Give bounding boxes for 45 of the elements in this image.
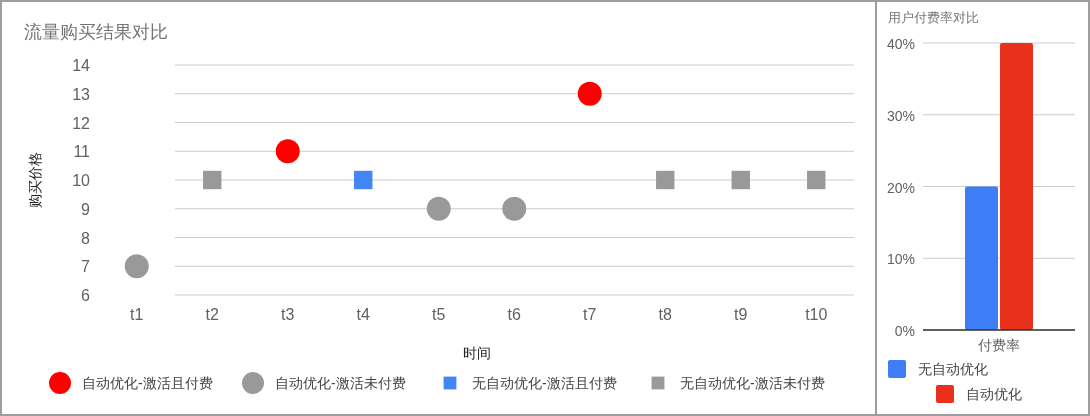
legend-label: 自动优化 xyxy=(966,386,1022,402)
x-tick-label: t9 xyxy=(734,306,748,323)
y-tick-label: 0% xyxy=(894,323,915,339)
chart-title: 用户付费率对比 xyxy=(888,10,979,25)
point xyxy=(275,139,300,164)
x-tick-label: t5 xyxy=(432,306,446,323)
y-tick-label: 12 xyxy=(72,114,91,132)
y-tick-label: 14 xyxy=(72,57,91,74)
x-tick-label: t8 xyxy=(658,306,673,323)
point xyxy=(354,170,373,190)
point xyxy=(124,254,149,279)
y-tick-label: 30% xyxy=(886,107,915,124)
point xyxy=(203,170,222,190)
point xyxy=(807,170,826,190)
y-tick-label: 6 xyxy=(81,287,91,304)
legend-label: 无自动优化 xyxy=(918,361,988,377)
legend-label: 自动优化-激活且付费 xyxy=(82,375,213,391)
chart-title: 流量购买结果对比 xyxy=(24,22,168,42)
point xyxy=(426,196,451,221)
y-tick-label: 9 xyxy=(81,200,91,218)
x-tick-label: t3 xyxy=(281,306,295,323)
x-tick-label: t1 xyxy=(130,306,144,323)
point xyxy=(731,170,750,190)
y-axis-title: 购买价格 xyxy=(27,152,43,208)
y-tick-label: 40% xyxy=(886,36,915,52)
point xyxy=(577,81,602,106)
x-tick-label: t10 xyxy=(805,306,828,323)
y-tick-label: 11 xyxy=(73,143,91,161)
x-tick-label: 付费率 xyxy=(977,337,1020,353)
x-tick-label: t7 xyxy=(583,306,597,323)
legend-label: 自动优化-激活未付费 xyxy=(275,375,406,391)
x-tick-label: t2 xyxy=(205,306,220,323)
point xyxy=(656,170,675,190)
y-tick-label: 7 xyxy=(81,258,91,276)
point xyxy=(502,196,527,221)
x-axis-title: 时间 xyxy=(462,345,491,361)
y-tick-label: 10% xyxy=(886,251,915,268)
y-tick-label: 8 xyxy=(81,229,91,247)
y-tick-label: 20% xyxy=(886,179,915,196)
x-tick-label: t6 xyxy=(507,306,522,323)
legend-label: 无自动优化-激活未付费 xyxy=(680,375,825,391)
y-tick-label: 13 xyxy=(72,85,91,103)
legend-label: 无自动优化-激活且付费 xyxy=(472,375,617,391)
y-tick-label: 10 xyxy=(72,172,91,189)
x-tick-label: t4 xyxy=(356,306,371,323)
